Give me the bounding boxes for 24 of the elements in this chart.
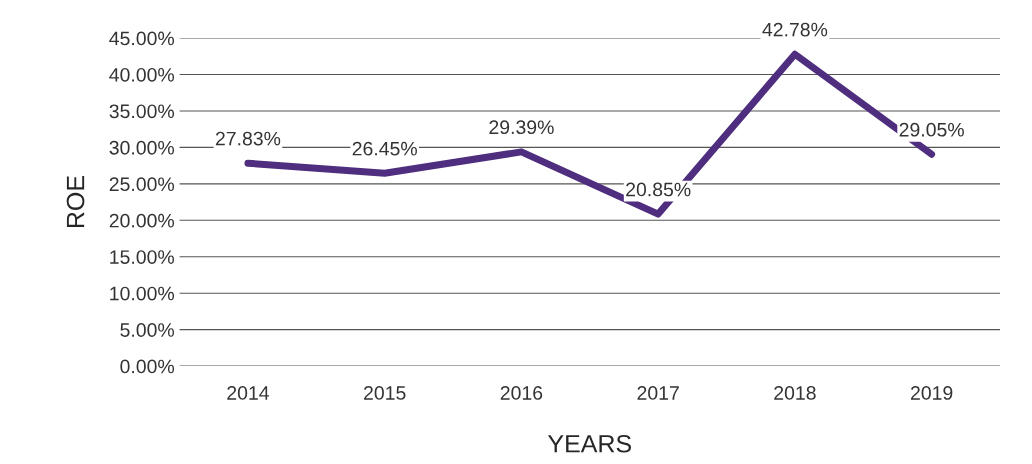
- y-tick-label: 0.00%: [120, 359, 175, 374]
- x-tick-label: 2015: [364, 386, 406, 400]
- y-tick-label: 5.00%: [120, 323, 175, 337]
- y-tick-label: 30.00%: [109, 140, 175, 155]
- y-tick-label: 15.00%: [110, 250, 175, 264]
- x-tick-label: 2018: [774, 386, 816, 400]
- y-axis-title: ROE: [66, 176, 85, 228]
- y-tick-label: 35.00%: [109, 104, 175, 119]
- data-label: 27.83%: [215, 131, 281, 146]
- y-tick-label: 45.00%: [109, 31, 175, 46]
- x-tick-label: 2016: [500, 386, 543, 400]
- x-axis-title: YEARS: [547, 434, 632, 453]
- x-tick-label: 2019: [910, 386, 953, 400]
- x-tick-label: 2014: [227, 386, 269, 400]
- data-label: 20.85%: [626, 182, 691, 197]
- y-tick-label: 10.00%: [110, 286, 175, 301]
- y-tick-label: 20.00%: [109, 213, 175, 228]
- y-tick-label: 25.00%: [109, 177, 175, 192]
- x-tick-label: 2017: [637, 386, 679, 400]
- y-tick-label: 40.00%: [109, 67, 175, 82]
- data-label: 42.78%: [762, 22, 828, 37]
- data-label: 29.39%: [489, 120, 554, 135]
- data-label: 29.05%: [899, 122, 964, 137]
- data-label: 26.45%: [352, 141, 417, 156]
